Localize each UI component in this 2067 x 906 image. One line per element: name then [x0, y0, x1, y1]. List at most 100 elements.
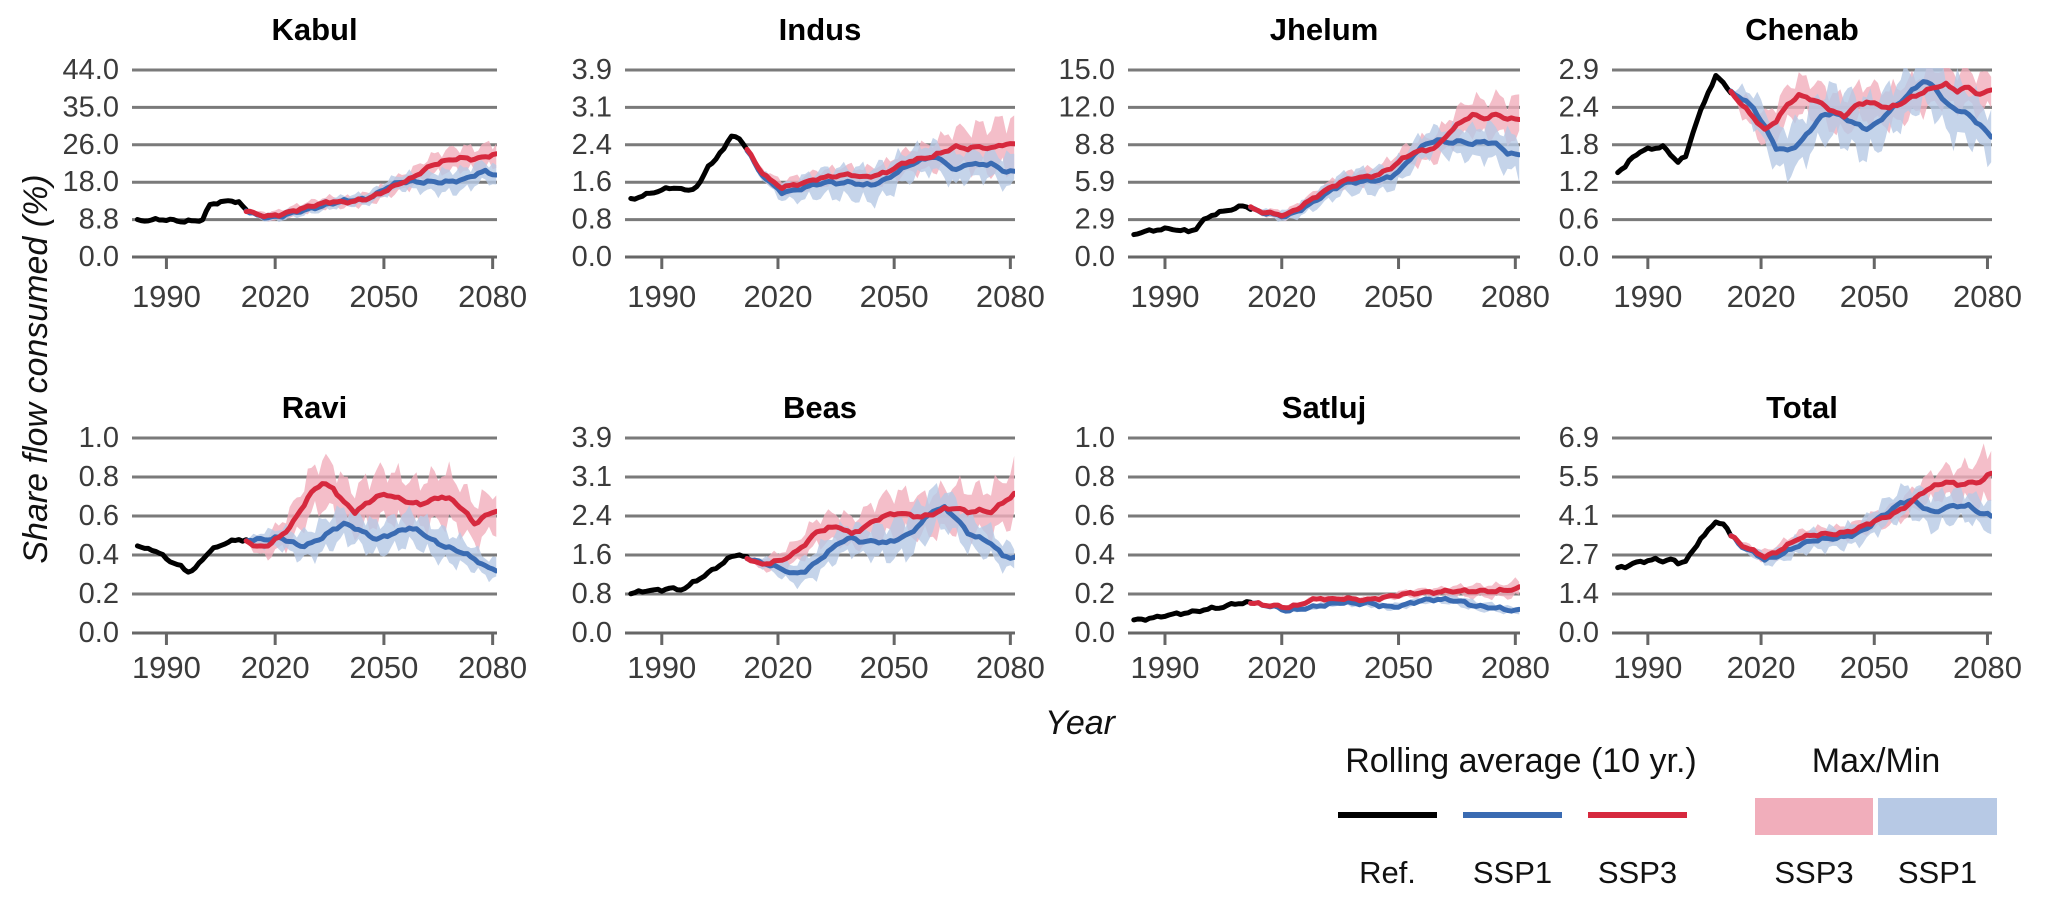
legend-ssp1-label: SSP1 — [1472, 855, 1553, 890]
x-tick-label: 2050 — [349, 279, 418, 314]
x-tick-label: 1990 — [627, 279, 696, 314]
y-tick-label: 0.0 — [572, 617, 612, 649]
y-tick-label: 15.0 — [1059, 54, 1115, 86]
line-ref — [1131, 599, 1254, 623]
y-tick-label: 12.0 — [1059, 91, 1115, 123]
line-ssp3 — [744, 141, 1015, 191]
line-ssp3 — [744, 490, 1015, 567]
legend-ssp3-line-swatch — [1588, 812, 1687, 818]
panel-ravi: 1990 2020 2050 2080 0.0 0.2 0.4 0.6 0.8 1.0 Ravi — [79, 390, 527, 685]
line-ssp3 — [243, 481, 497, 549]
panel-title: Jhelum — [1270, 12, 1379, 47]
legend-ssp1-band-swatch — [1878, 798, 1997, 835]
y-tick-label: 0.0 — [1559, 617, 1599, 649]
panel-indus: 1990 2020 2050 2080 0.0 0.8 1.6 2.4 3.1 3.9 Indus — [572, 12, 1045, 314]
panel-total: 1990 2020 2050 2080 0.0 1.4 2.7 4.1 5.5 6.9 Total — [1559, 390, 2022, 685]
y-tick-label: 1.6 — [572, 539, 612, 571]
line-ssp1 — [744, 147, 1015, 197]
x-tick-label: 1990 — [1130, 650, 1199, 685]
line-ssp1 — [1728, 79, 1992, 153]
x-tick-label: 2050 — [1840, 650, 1909, 685]
panel-title: Beas — [783, 390, 857, 425]
x-tick-label: 1990 — [1130, 279, 1199, 314]
legend-ssp3-band-swatch — [1755, 798, 1873, 835]
x-tick-label: 2050 — [1364, 279, 1433, 314]
x-tick-label: 1990 — [132, 279, 201, 314]
x-tick-label: 2050 — [349, 650, 418, 685]
line-ref — [1615, 73, 1734, 176]
band-ssp3 — [246, 453, 497, 561]
legend-ssp3-band-label: SSP3 — [1774, 855, 1854, 890]
x-tick-label: 2020 — [1727, 650, 1796, 685]
legend-ssp1-line-swatch — [1463, 812, 1562, 818]
line-ref — [628, 552, 750, 597]
panel-title: Chenab — [1745, 12, 1859, 47]
line-ref — [134, 537, 249, 575]
panel-jhelum: 1990 2020 2050 2080 0.0 2.9 5.9 8.8 12.0 15.0 Jhel… — [1059, 12, 1550, 314]
y-tick-label: 1.2 — [1559, 166, 1599, 198]
line-ssp3 — [1728, 470, 1992, 560]
x-tick-label: 2050 — [1840, 279, 1909, 314]
y-tick-label: 3.9 — [572, 54, 612, 86]
y-tick-label: 3.1 — [572, 461, 612, 493]
y-tick-label: 35.0 — [63, 91, 119, 123]
y-axis-label: Share flow consumed (%) — [17, 174, 55, 564]
y-tick-label: 44.0 — [63, 54, 119, 86]
y-tick-label: 0.8 — [79, 461, 119, 493]
line-ssp1 — [243, 520, 497, 574]
y-tick-label: 0.6 — [79, 500, 119, 532]
line-ref — [1131, 203, 1254, 238]
y-tick-label: 2.7 — [1559, 539, 1599, 571]
y-tick-label: 3.1 — [572, 91, 612, 123]
line-ref — [1615, 519, 1734, 571]
y-tick-label: 2.9 — [1559, 54, 1599, 86]
y-tick-label: 2.4 — [1559, 91, 1599, 123]
line-ssp1 — [1248, 595, 1520, 614]
y-tick-label: 0.6 — [1559, 204, 1599, 236]
x-tick-label: 1990 — [1613, 650, 1682, 685]
y-tick-label: 8.8 — [1075, 129, 1115, 161]
legend-rolling-average-title: Rolling average (10 yr.) — [1345, 742, 1697, 780]
y-tick-label: 0.8 — [572, 578, 612, 610]
panel-chenab: 1990 2020 2050 2080 0.0 0.6 1.2 1.8 2.4 2.9 Chenab — [1559, 12, 2022, 314]
x-tick-label: 2080 — [458, 650, 527, 685]
x-tick-label: 2080 — [976, 650, 1045, 685]
y-tick-label: 4.1 — [1559, 500, 1599, 532]
band-ssp3 — [747, 455, 1015, 573]
line-ssp1 — [744, 504, 1015, 576]
legend-ssp1-band-label: SSP1 — [1897, 855, 1978, 890]
y-tick-label: 0.0 — [1075, 617, 1115, 649]
y-tick-label: 0.0 — [1559, 241, 1599, 273]
x-tick-label: 2020 — [1247, 279, 1316, 314]
y-tick-label: 0.6 — [1075, 500, 1115, 532]
x-tick-label: 2050 — [1364, 650, 1433, 685]
line-ssp3 — [1248, 584, 1520, 611]
legend-ssp3-label: SSP3 — [1597, 855, 1678, 890]
y-tick-label: 2.4 — [572, 500, 612, 532]
x-tick-label: 2080 — [1481, 650, 1550, 685]
legend-ref-label: Ref. — [1359, 855, 1416, 890]
panel-satluj: 1990 2020 2050 2080 0.0 0.2 0.4 0.6 0.8 1.0 Satluj — [1075, 390, 1550, 685]
y-tick-label: 1.0 — [79, 422, 119, 454]
y-tick-label: 6.9 — [1559, 422, 1599, 454]
panel-title: Satluj — [1282, 390, 1366, 425]
x-tick-label: 2020 — [1727, 279, 1796, 314]
y-tick-label: 1.0 — [1075, 422, 1115, 454]
line-ssp3 — [1248, 111, 1520, 219]
band-ssp3 — [747, 115, 1015, 197]
x-tick-label: 2080 — [1481, 279, 1550, 314]
y-tick-label: 0.0 — [1075, 241, 1115, 273]
panel-title: Indus — [779, 12, 862, 47]
y-tick-label: 0.8 — [1075, 461, 1115, 493]
x-axis-label: Year — [1045, 704, 1115, 742]
y-tick-label: 2.9 — [1075, 204, 1115, 236]
x-tick-label: 2020 — [241, 279, 310, 314]
y-tick-label: 26.0 — [63, 129, 119, 161]
y-tick-label: 18.0 — [63, 166, 119, 198]
y-tick-label: 0.4 — [1075, 539, 1115, 571]
y-tick-label: 0.8 — [572, 204, 612, 236]
y-tick-label: 8.8 — [79, 204, 119, 236]
line-ssp3 — [243, 151, 497, 220]
